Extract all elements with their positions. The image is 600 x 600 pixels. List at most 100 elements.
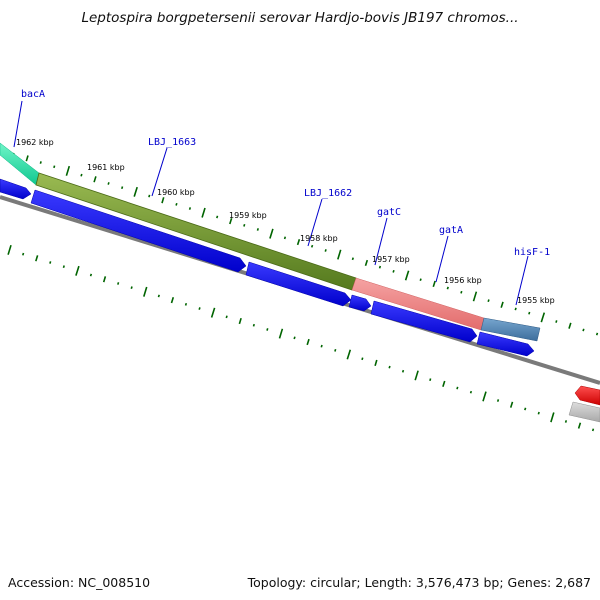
minor-tick (555, 320, 558, 323)
map-title: Leptospira borgpetersenii serovar Hardjo… (81, 10, 519, 26)
minor-tick (351, 257, 354, 261)
major-tick (75, 265, 80, 276)
tick-label-1961: 1961 kbp (87, 163, 125, 172)
gene-labels: bacA LBJ_1663 LBJ_1662 gatC gatA hisF-1 (21, 89, 550, 258)
minor-tick (487, 299, 490, 303)
minor-tick (509, 401, 514, 408)
major-tick (143, 286, 148, 297)
minor-tick (22, 252, 25, 256)
minor-tick (496, 399, 500, 402)
minor-tick (524, 407, 527, 411)
minor-tick (49, 261, 52, 264)
minor-tick (334, 348, 337, 352)
minor-tick (252, 323, 255, 327)
minor-tick (460, 290, 463, 294)
minor-tick (89, 273, 93, 277)
minor-tick (324, 249, 327, 252)
minor-tick (39, 161, 42, 164)
minor-tick (582, 328, 585, 332)
minor-tick (469, 390, 473, 394)
minor-tick (266, 328, 269, 331)
minor-tick (198, 307, 201, 310)
cds-arrow-4[interactable] (348, 294, 372, 312)
minor-tick (361, 357, 364, 361)
major-tick (482, 391, 487, 402)
minor-tick (446, 286, 449, 290)
major-tick (404, 270, 410, 281)
minor-tick (293, 336, 296, 340)
minor-tick (102, 276, 107, 283)
minor-tick (432, 280, 436, 288)
minor-tick (364, 259, 369, 267)
minor-tick (568, 322, 572, 329)
minor-tick (80, 173, 83, 177)
minor-tick (170, 297, 175, 304)
minor-tick (514, 307, 517, 311)
major-tick (210, 307, 216, 318)
tick-label-1955: 1955 kbp (517, 296, 555, 305)
minor-tick (225, 315, 228, 319)
minor-tick (500, 301, 504, 308)
major-tick (65, 165, 71, 176)
gene-label-LBJ_1663[interactable]: LBJ_1663 (148, 137, 196, 148)
major-tick (7, 244, 12, 255)
minor-tick (184, 302, 188, 306)
minor-tick (117, 282, 120, 285)
minor-tick (388, 365, 391, 369)
tick-label-1957: 1957 kbp (372, 255, 410, 264)
major-tick (540, 312, 546, 323)
minor-tick (429, 378, 432, 382)
tick-labels: 1962 kbp 1961 kbp 1960 kbp 1959 kbp 1958… (16, 138, 555, 305)
gene-label-LBJ_1662[interactable]: LBJ_1662 (304, 188, 352, 199)
major-tick (346, 349, 352, 360)
gene-label-leaders (13, 100, 529, 306)
cog-feature-band (0, 142, 541, 342)
minor-tick (591, 428, 595, 432)
feature-bacA[interactable] (0, 142, 40, 186)
minor-tick (577, 422, 582, 429)
major-tick (133, 186, 138, 197)
major-tick (414, 370, 419, 381)
minor-tick (419, 278, 422, 282)
tick-label-1960: 1960 kbp (157, 188, 195, 197)
gene-label-hisF-1[interactable]: hisF-1 (514, 247, 550, 258)
minor-tick (310, 244, 314, 248)
major-tick (550, 412, 555, 423)
minor-tick (306, 338, 310, 346)
gene-label-bacA[interactable]: bacA (21, 89, 45, 100)
minor-tick (238, 317, 242, 325)
major-tick (472, 291, 478, 302)
inner-tick-ring (7, 244, 595, 432)
cds-arrow-gray[interactable] (568, 401, 600, 423)
minor-tick (564, 420, 568, 423)
minor-tick (374, 359, 378, 367)
genome-summary: Topology: circular; Length: 3,576,473 bp… (247, 575, 591, 590)
minor-tick (121, 186, 124, 190)
cds-arrow-3[interactable] (245, 261, 352, 307)
minor-tick (25, 155, 29, 162)
minor-tick (62, 265, 65, 269)
minor-tick (537, 411, 540, 415)
minor-tick (188, 207, 192, 210)
minor-tick (107, 182, 110, 185)
minor-tick (148, 194, 151, 198)
tick-label-1959: 1959 kbp (229, 211, 267, 220)
minor-tick (378, 265, 382, 269)
minor-tick (93, 176, 97, 183)
tick-label-1956: 1956 kbp (444, 276, 482, 285)
cds-arrow-2[interactable] (30, 189, 247, 273)
cds-arrow-1[interactable] (0, 178, 32, 200)
minor-tick (595, 332, 599, 336)
cds-arrow-red[interactable] (574, 385, 600, 406)
cds-arrow-6[interactable] (476, 331, 535, 357)
minor-tick (53, 165, 56, 169)
major-tick (201, 207, 206, 218)
minor-tick (243, 223, 246, 227)
minor-tick (528, 311, 531, 315)
feature-hisF-1[interactable] (480, 317, 541, 342)
minor-tick (157, 294, 160, 298)
cds-arrow-5[interactable] (370, 300, 478, 343)
gene-label-gatA[interactable]: gatA (439, 225, 463, 236)
gene-label-gatC[interactable]: gatC (377, 207, 401, 218)
